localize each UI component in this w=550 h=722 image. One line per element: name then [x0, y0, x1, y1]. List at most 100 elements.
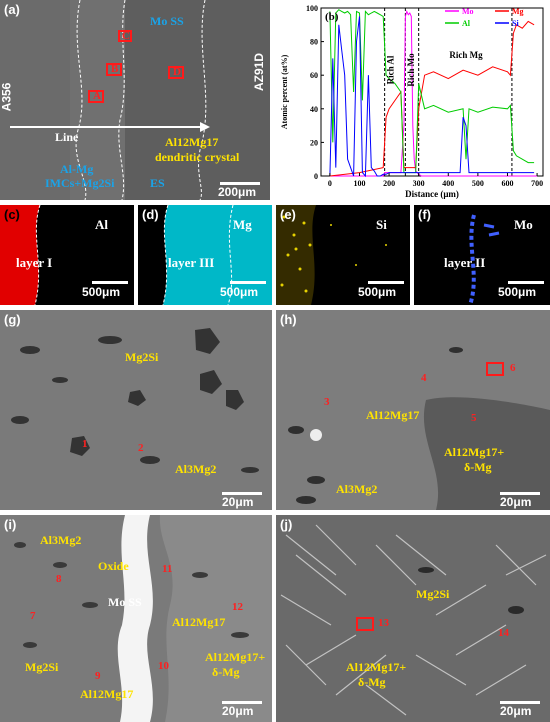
- panel-a-right-alloy: AZ91D: [252, 52, 267, 92]
- panel-a-imcs: IMCs+Mg2Si: [45, 176, 115, 190]
- panel-g-al3mg2: Al3Mg2: [175, 462, 217, 476]
- panel-i-label: (i): [4, 517, 17, 532]
- panel-c-map-shape: [0, 205, 41, 305]
- panel-a-al12mg17: Al12Mg17: [165, 135, 219, 149]
- panel-f-scale-text: 500μm: [498, 285, 537, 299]
- panel-c-label: (c): [4, 207, 20, 222]
- panel-a-left-alloy: A356: [0, 82, 14, 112]
- panel-h-point-5: 5: [471, 412, 477, 424]
- chart-b-xtick-label-1: 100: [353, 179, 365, 188]
- chart-b-svg: 0 100 200 300 400 500 600 700 0 20 40 60 80 100 Distan…: [280, 4, 544, 199]
- panel-h-al3mg2: Al3Mg2: [336, 482, 378, 496]
- panel-i-scale-text: 20μm: [222, 704, 254, 718]
- panel-j-delta-mg: δ-Mg: [358, 675, 386, 689]
- panel-a-label: (a): [4, 2, 20, 17]
- panel-h-texture: [288, 347, 550, 510]
- panel-g-texture: [11, 328, 259, 473]
- panel-a-box-b: B: [106, 63, 122, 76]
- panel-a-sem-image: (a) A356 AZ91D Mo SS Line Al12Mg17 dendr…: [0, 0, 270, 200]
- panel-i-al12mg17-a: Al12Mg17: [172, 615, 226, 629]
- panel-h-box-6: [486, 362, 504, 376]
- panel-d-mg-map: (d) Mg layer III 500μm: [138, 205, 272, 305]
- chart-b-xtick-label-5: 500: [472, 179, 484, 188]
- chart-b-ytick-label-4: 80: [310, 38, 318, 47]
- chart-b-xtick-label-7: 700: [531, 179, 543, 188]
- panel-i-oxide: Oxide: [98, 559, 129, 573]
- panel-a-box-a: A: [88, 90, 104, 103]
- panel-c-scale-bar: [92, 281, 128, 284]
- panel-d-map-shape: [162, 205, 272, 305]
- chart-b-xlabel: Distance (μm): [405, 189, 459, 199]
- panel-f-scale-bar: [508, 281, 544, 284]
- panel-g-scale-bar: [222, 492, 262, 495]
- panel-a-scale-bar: [220, 182, 260, 185]
- chart-b-ytick-label-1: 20: [310, 138, 318, 147]
- panel-h-point-4: 4: [421, 372, 427, 384]
- chart-b-xtick-label-3: 300: [413, 179, 425, 188]
- panel-a-texture: [0, 0, 270, 200]
- panel-i-point-12: 12: [232, 601, 243, 613]
- panel-e-map-shape: [276, 205, 387, 305]
- panel-a-es: ES: [150, 176, 165, 190]
- panel-h-al12mg17: Al12Mg17: [366, 408, 420, 422]
- panel-h-point-3: 3: [324, 396, 330, 408]
- panel-g-label: (g): [4, 312, 21, 327]
- chart-b-series-si: [329, 16, 535, 178]
- panel-c-al-map: (c) Al layer I 500μm: [0, 205, 134, 305]
- panel-i-mg2si: Mg2Si: [25, 660, 59, 674]
- panel-h-eutectic: Al12Mg17+: [444, 445, 505, 459]
- chart-b-ytick-label-0: 0: [314, 172, 318, 181]
- panel-d-scale-text: 500μm: [220, 285, 259, 299]
- panel-c-scale-text: 500μm: [82, 285, 121, 299]
- panel-i-delta-mg: δ-Mg: [212, 665, 240, 679]
- panel-g-sem-image: (g) Mg2Si 1 2 Al3Mg2 20μm: [0, 310, 272, 510]
- panel-i-point-11: 11: [162, 563, 173, 575]
- panel-a-mo-ss: Mo SS: [150, 14, 184, 28]
- panel-d-element: Mg: [233, 217, 252, 232]
- panel-h-sem-image: (h) 3 4 5 6 Al12Mg17 Al12Mg17+ δ-Mg Al3M…: [276, 310, 550, 510]
- chart-b-ylabel: Atomic percent (at%): [280, 54, 289, 129]
- chart-b-legend-label-2: Al: [462, 19, 471, 28]
- chart-b-xtick-label-2: 200: [383, 179, 395, 188]
- panel-i-mo-ss: Mo SS: [108, 595, 142, 609]
- panel-a-scale-text: 200μm: [218, 185, 257, 199]
- panel-j-mg2si: Mg2Si: [416, 587, 450, 601]
- panel-i-point-8: 8: [56, 573, 62, 585]
- chart-b-legend-label-0: Mo: [462, 7, 474, 16]
- panel-c-element: Al: [95, 217, 108, 232]
- chart-b-series-mg: [329, 20, 535, 177]
- panel-j-point-14: 14: [498, 627, 509, 639]
- panel-f-map-shape: [468, 214, 500, 305]
- panel-a-al-mg: Al-Mg: [60, 162, 94, 176]
- panel-h-box-6-label: 6: [510, 362, 516, 374]
- panel-a-box-d: D: [168, 66, 184, 79]
- panel-h-delta-mg: δ-Mg: [464, 460, 492, 474]
- panel-b-chart: 0 100 200 300 400 500 600 700 0 20 40 60 80 100 Distan…: [275, 0, 550, 200]
- panel-j-scale-bar: [500, 701, 540, 704]
- panel-i-eutectic: Al12Mg17+: [205, 650, 266, 664]
- panel-h-scale-bar: [500, 492, 540, 495]
- chart-b-region-mg: Rich Mg: [449, 50, 483, 60]
- panel-i-sem-image: (i) Al3Mg2 Oxide 8 11 Mo SS 7 12 Al12Mg1…: [0, 515, 272, 722]
- panel-d-layer: layer III: [168, 255, 215, 270]
- panel-j-label: (j): [280, 517, 293, 532]
- panel-f-label: (f): [418, 207, 431, 222]
- chart-b-legend-label-1: Mg: [512, 7, 524, 16]
- chart-b-region-al: Rich Al: [386, 55, 396, 84]
- panel-a-box-c: C: [118, 30, 132, 42]
- panel-e-scale-bar: [368, 281, 404, 284]
- chart-b-frame: [320, 7, 544, 177]
- panel-j-box-13-label: 13: [378, 617, 389, 629]
- panel-e-label: (e): [280, 207, 296, 222]
- chart-b-region-mo: Rich Mo: [406, 53, 416, 87]
- panel-i-al12mg17-b: Al12Mg17: [80, 687, 134, 701]
- chart-b-xtick-label-6: 600: [501, 179, 513, 188]
- chart-b-ytick-label-3: 60: [310, 71, 318, 80]
- panel-i-point-10: 10: [158, 660, 169, 672]
- panel-a-line-label: Line: [55, 130, 79, 144]
- panel-g-point-2: 2: [138, 442, 144, 454]
- panel-d-label: (d): [142, 207, 159, 222]
- panel-i-al3mg2: Al3Mg2: [40, 533, 82, 547]
- panel-a-dendritic-crystal: dendritic crystal: [155, 150, 240, 164]
- panel-g-scale-text: 20μm: [222, 495, 254, 509]
